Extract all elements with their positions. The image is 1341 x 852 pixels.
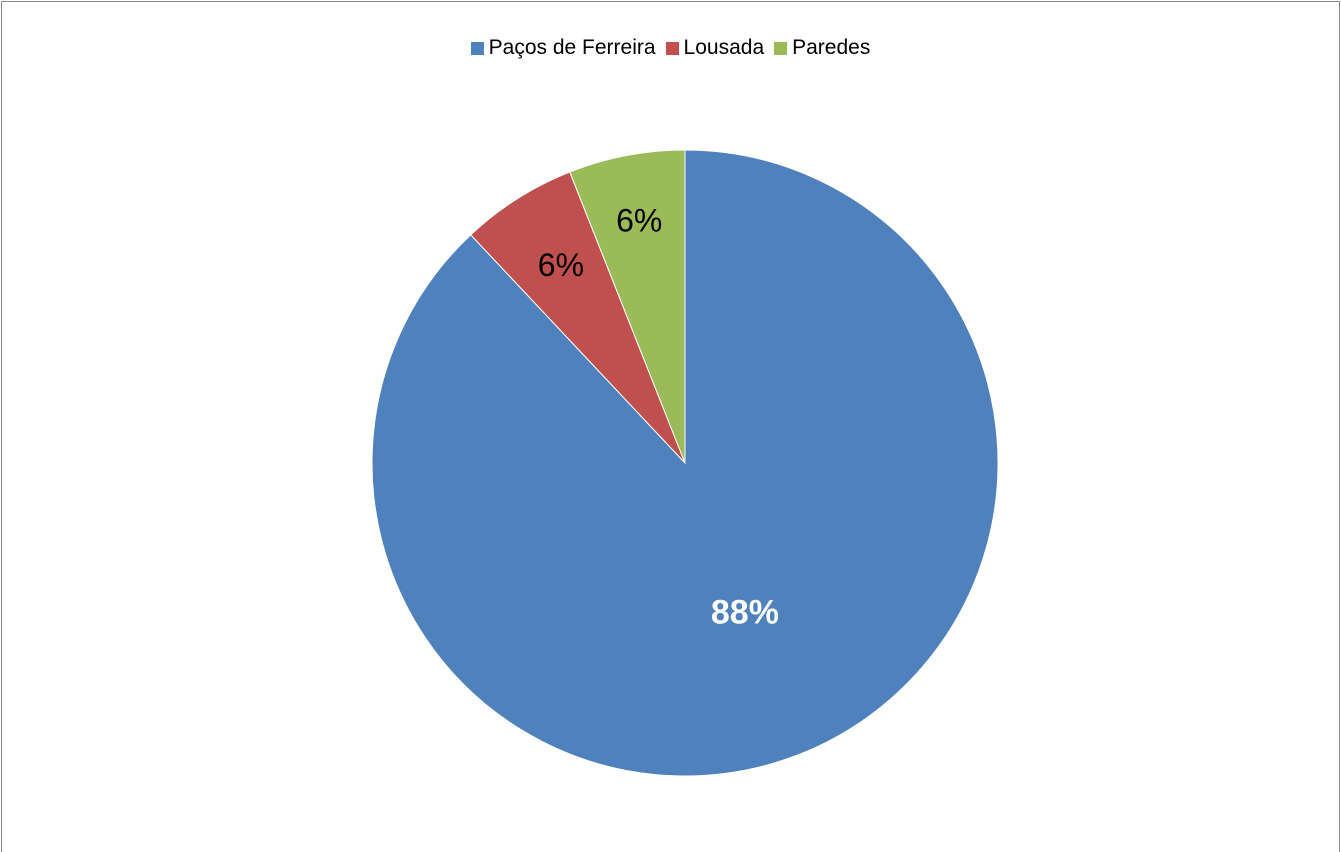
data-label-pa-os-de-ferreira: 88%	[711, 593, 779, 631]
legend: Paços de Ferreira Lousada Paredes	[0, 36, 1341, 60]
legend-swatch-paredes	[774, 41, 788, 55]
data-label-paredes: 6%	[616, 203, 662, 239]
legend-swatch-lousada	[665, 41, 679, 55]
data-label-lousada: 6%	[538, 247, 584, 283]
pie-slice-lousada	[470, 171, 686, 464]
pie-slice-paredes	[569, 149, 686, 464]
legend-label-lousada: Lousada	[683, 36, 765, 59]
legend-item-lousada: Lousada	[665, 36, 765, 60]
legend-label-pacos-de-ferreira: Paços de Ferreira	[488, 36, 656, 59]
legend-label-paredes: Paredes	[792, 36, 871, 59]
legend-item-pacos-de-ferreira: Paços de Ferreira	[470, 36, 656, 60]
legend-item-paredes: Paredes	[774, 36, 870, 60]
legend-swatch-pacos-de-ferreira	[470, 41, 484, 55]
